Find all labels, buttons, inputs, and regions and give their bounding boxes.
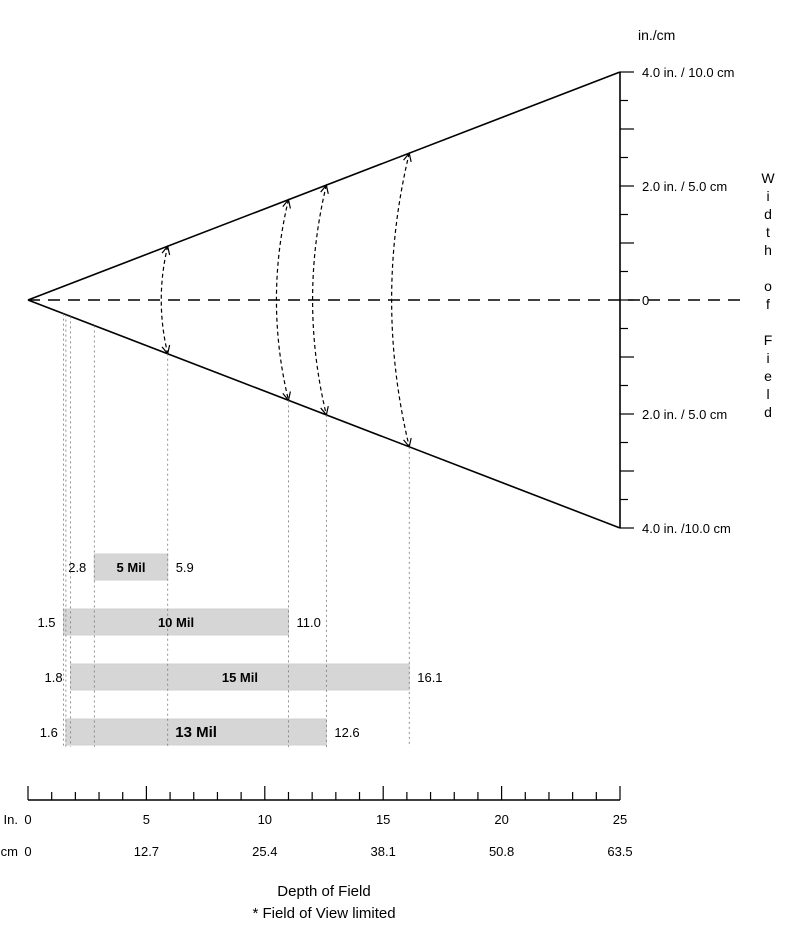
y-tick-label: 2.0 in. / 5.0 cm [642,179,727,194]
x-tick-label-in: 25 [613,812,627,827]
mil-bar-label: 13 Mil [175,724,217,741]
y-tick-label: 4.0 in. /10.0 cm [642,521,731,536]
x-tick-label-cm: 25.4 [252,844,277,859]
y-tick-label: 4.0 in. / 10.0 cm [642,65,735,80]
mil-bar-start: 1.8 [45,670,63,685]
mil-bar-end: 11.0 [296,615,320,630]
footnote: * Field of View limited [252,905,395,922]
width-of-field-letter: F [764,332,773,348]
mil-bar-end: 12.6 [334,725,359,740]
mil-bar-end: 5.9 [176,560,194,575]
width-of-field-letter: h [764,242,772,258]
y-tick-label: 0 [642,293,649,308]
mil-bar-label: 10 Mil [158,615,194,630]
x-tick-label-cm: 63.5 [607,844,632,859]
width-of-field-letter: d [764,206,772,222]
unit-label-top: in./cm [638,27,675,43]
width-of-field-letter: f [766,296,770,312]
x-unit-in: In. [4,812,18,827]
width-of-field-letter: t [766,224,770,240]
width-of-field-letter: i [766,188,769,204]
x-unit-cm: cm [1,844,18,859]
background [0,0,800,946]
mil-bar-start: 1.6 [40,725,58,740]
width-of-field-letter: W [761,170,775,186]
x-tick-label-in: 0 [24,812,31,827]
x-tick-label-cm: 50.8 [489,844,514,859]
width-of-field-letter: l [766,386,769,402]
y-tick-label: 2.0 in. / 5.0 cm [642,407,727,422]
mil-bar-end: 16.1 [417,670,442,685]
mil-bar-start: 1.5 [37,615,55,630]
bottom-title: Depth of Field [277,883,370,900]
x-tick-label-in: 5 [143,812,150,827]
x-tick-label-in: 15 [376,812,390,827]
x-tick-label-cm: 12.7 [134,844,159,859]
mil-bar-label: 5 Mil [117,560,146,575]
x-tick-label-in: 10 [258,812,272,827]
x-tick-label-cm: 38.1 [371,844,396,859]
width-of-field-letter: e [764,368,772,384]
x-tick-label-cm: 0 [24,844,31,859]
mil-bar-label: 15 Mil [222,670,258,685]
width-of-field-letter: i [766,350,769,366]
width-of-field-letter: d [764,404,772,420]
width-of-field-letter: o [764,278,772,294]
x-tick-label-in: 20 [494,812,508,827]
